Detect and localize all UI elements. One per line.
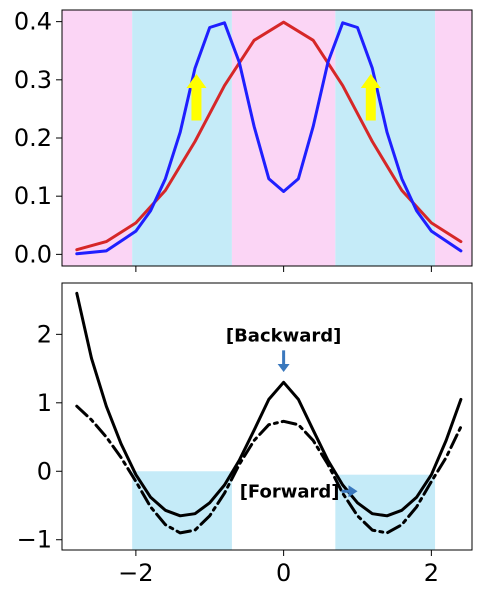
y-tick-label-2: 1 — [37, 389, 52, 417]
y-tick-label-3: 2 — [37, 320, 52, 348]
top-background-bands — [62, 10, 472, 266]
bottom-axes-frame — [61, 282, 473, 551]
background-band-2 — [231, 10, 336, 266]
bottom-series-lines — [75, 291, 463, 535]
bottom-panel: [Backward] [Forward] −2 0 2 −1 0 1 2 — [17, 282, 473, 587]
y-tick-label-0: 0.0 — [14, 240, 52, 268]
bottom-annotations: [Backward] [Forward] — [226, 325, 358, 502]
background-band-3 — [335, 10, 436, 266]
background-band-1 — [132, 10, 232, 266]
series-line-0 — [75, 291, 463, 518]
annotation-backward: [Backward] — [226, 325, 342, 346]
background-band-0 — [62, 10, 133, 266]
shaded-region-0 — [132, 471, 232, 550]
top-ticks: 0.0 0.1 0.2 0.3 0.4 — [14, 8, 432, 272]
x-tick-label-2: 2 — [424, 559, 439, 587]
bottom-shaded-regions — [132, 471, 436, 550]
series-line-1 — [75, 21, 463, 256]
y-tick-label-2: 0.2 — [14, 124, 52, 152]
series-line-1 — [75, 404, 463, 535]
y-tick-label-3: 0.3 — [14, 66, 52, 94]
y-tick-label-4: 0.4 — [14, 8, 52, 36]
x-tick-label-1: 0 — [276, 559, 291, 587]
yellow-arrow-0 — [186, 74, 207, 121]
shaded-region-1 — [335, 474, 436, 550]
top-panel: 0.0 0.1 0.2 0.3 0.4 — [14, 8, 473, 272]
yellow-arrow-1 — [360, 74, 381, 121]
background-band-4 — [435, 10, 472, 266]
annotation-forward: [Forward] — [240, 481, 340, 502]
top-arrows — [186, 74, 381, 121]
top-series-lines — [75, 20, 463, 256]
x-tick-label-0: −2 — [118, 559, 153, 587]
series-line-0 — [75, 20, 463, 252]
backward-arrow-head — [277, 364, 290, 372]
y-tick-label-0: −1 — [17, 526, 52, 554]
forward-arrow-head — [348, 485, 358, 498]
bottom-ticks: −2 0 2 −1 0 1 2 — [17, 320, 439, 587]
y-tick-label-1: 0.1 — [14, 182, 52, 210]
y-tick-label-1: 0 — [37, 457, 52, 485]
